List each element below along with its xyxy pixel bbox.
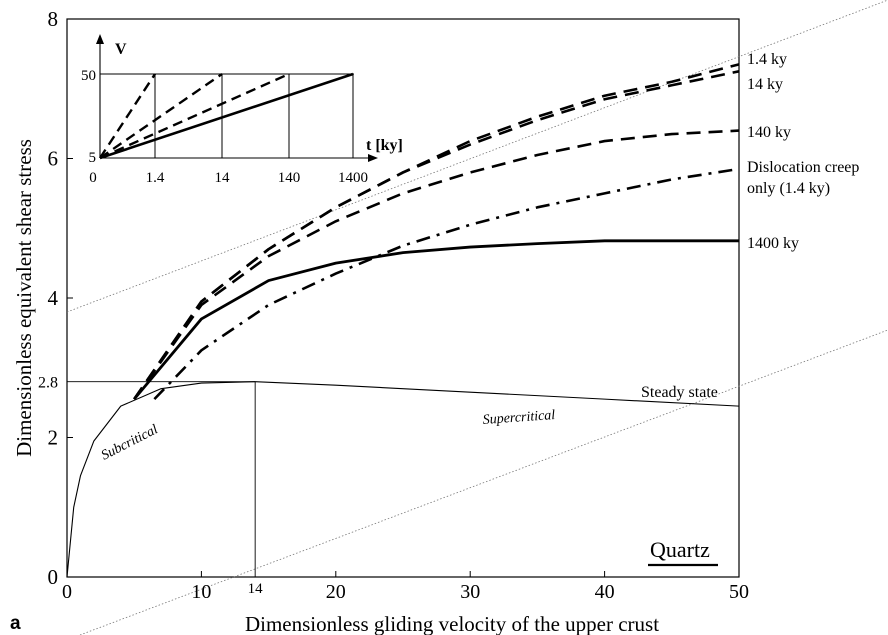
inset-x-tick-14: 14 [215, 170, 231, 186]
inset-ramp-1400 [99, 72, 354, 160]
series-label-140ky: 140 ky [747, 124, 791, 141]
series-line-3 [153, 167, 740, 401]
region-label-subcritical: Subcritical [99, 422, 161, 463]
x-axis-label: Dimensionless gliding velocity of the up… [245, 612, 659, 635]
series-line-4 [133, 239, 739, 401]
inset-x-arrow-icon [368, 154, 378, 162]
series-label-1400ky: 1400 ky [747, 235, 799, 252]
series-label-dislocation-creep: Dislocation creep only (1.4 ky) [747, 159, 863, 197]
inset-y-tick-5: 5 [89, 150, 97, 166]
series-line-5 [66, 381, 740, 578]
series-label-dislocation-creep-line2: only (1.4 ky) [747, 180, 830, 197]
inset-x-tick-1400: 1400 [338, 170, 368, 186]
x-tick-label-50: 50 [729, 581, 749, 603]
guide-line-lower [79, 329, 888, 635]
inset-ramp-140 [99, 72, 290, 160]
inset-x-label: t [ky] [366, 137, 403, 154]
x-tick-label-30: 30 [460, 581, 480, 603]
series-label-steady-state: Steady state [641, 384, 718, 401]
series-line-2 [133, 129, 740, 400]
y-tick-label-6: 6 [48, 147, 59, 171]
y-tick-label-8: 8 [48, 7, 59, 31]
inset-y-label: V [115, 41, 127, 58]
inset-y-arrow-icon [96, 34, 104, 44]
series-label-14ky: 14 ky [747, 76, 783, 93]
main-series-group [66, 63, 740, 578]
inset-ramp-1.4 [98, 73, 157, 159]
plot-frame [66, 18, 740, 578]
x-tick-label-0: 0 [62, 581, 72, 603]
region-label-supercritical: Supercritical [482, 408, 556, 428]
series-label-1-4ky: 1.4 ky [747, 51, 787, 68]
inset-y-tick-50: 50 [81, 68, 96, 84]
series-line-1 [133, 70, 740, 400]
x-tick-label-extra: 14 [248, 581, 264, 597]
y-axis-label: Dimensionless equivalent shear stress [12, 139, 36, 457]
guide-line-upper [66, 0, 888, 313]
x-tick-label-40: 40 [595, 581, 615, 603]
x-tick-label-20: 20 [326, 581, 346, 603]
series-line-0 [133, 63, 740, 400]
inset-vertical-lines [154, 74, 354, 158]
series-label-dislocation-creep-line1: Dislocation creep [747, 159, 859, 176]
inset-x-tick-1-4: 1.4 [146, 170, 165, 186]
y-tick-label-2: 2 [48, 426, 59, 450]
inset-chart: V t [ky] 50 5 0 1.4 14 140 1400 [81, 34, 403, 186]
panel-label: a [10, 613, 21, 634]
inset-ramp-14 [99, 73, 223, 159]
inset-ramps [98, 72, 354, 160]
y-tick-label-0: 0 [48, 565, 59, 589]
y-tick-label-4: 4 [48, 286, 59, 310]
x-tick-label-10: 10 [191, 581, 211, 603]
y-tick-label-extra: 2.8 [38, 375, 58, 392]
inset-x-tick-0: 0 [89, 170, 97, 186]
inset-x-tick-140: 140 [278, 170, 301, 186]
material-label: Quartz [650, 537, 710, 562]
